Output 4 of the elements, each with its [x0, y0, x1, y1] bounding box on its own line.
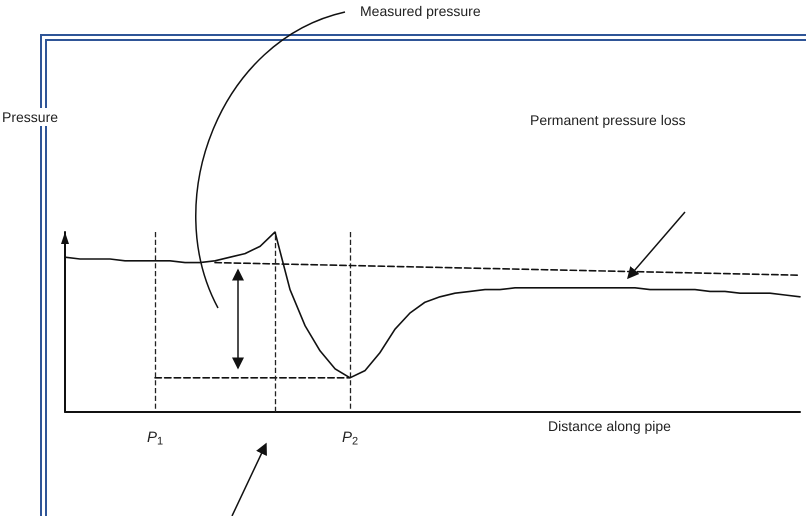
text: Pressure [0, 108, 60, 126]
text: Measured pressure [360, 3, 481, 19]
text: Permanent pressure loss [530, 112, 686, 128]
x-axis-title: Distance along pipe [548, 418, 671, 434]
